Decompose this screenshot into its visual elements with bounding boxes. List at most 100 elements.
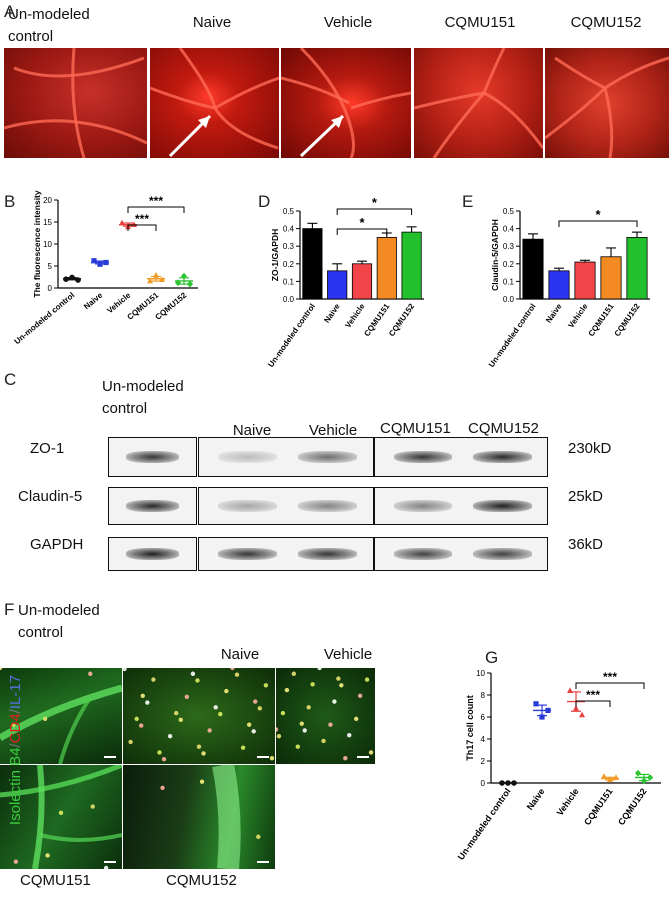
x-tick-label: Un-modeled control xyxy=(13,291,77,346)
blot-band xyxy=(473,548,532,560)
significance-label: *** xyxy=(149,194,163,208)
retina-image-a-1 xyxy=(150,48,279,158)
blot-row-label-2: GAPDH xyxy=(30,536,84,553)
panel-label-f: F xyxy=(4,600,15,619)
data-point xyxy=(505,780,511,786)
significance-label: *** xyxy=(586,688,600,702)
data-point xyxy=(647,774,653,781)
blot-band xyxy=(218,451,278,463)
blot-strip xyxy=(198,537,374,571)
y-tick-label: 0 xyxy=(481,779,486,788)
panel-label-c: C xyxy=(4,370,17,389)
bar xyxy=(626,237,648,300)
y-tick-label: 0.5 xyxy=(503,207,515,216)
blot-column-title-3: CQMU151 xyxy=(380,420,451,437)
data-point xyxy=(499,780,505,786)
blot-band xyxy=(393,548,453,560)
data-point xyxy=(75,277,81,283)
blot-kd-label-2: 36kD xyxy=(568,536,604,553)
data-point xyxy=(573,705,579,711)
data-point xyxy=(153,272,159,278)
bar xyxy=(574,261,596,300)
x-tick-label: Un-modeled control xyxy=(487,302,538,369)
panel-label-g: G xyxy=(485,648,499,667)
x-tick-label: Naive xyxy=(525,786,547,811)
data-point xyxy=(119,219,125,226)
retina-image-a-4 xyxy=(545,48,669,158)
bar xyxy=(522,238,544,300)
y-axis-label: Th17 cell count xyxy=(465,695,475,761)
data-point xyxy=(131,221,137,228)
blot-band xyxy=(393,500,453,512)
significance-bracket xyxy=(575,682,645,689)
fluor-top-title-0: Un-modeled control xyxy=(18,602,100,641)
significance-bracket xyxy=(336,228,388,235)
data-point xyxy=(187,280,193,288)
significance-bracket xyxy=(127,224,157,231)
blot-band xyxy=(298,451,358,463)
blot-band xyxy=(126,500,179,512)
vessel-overlay xyxy=(150,48,279,158)
fluor-bottom-title-0: CQMU151 xyxy=(20,872,91,889)
x-tick-label: Un-modeled control xyxy=(456,786,513,861)
blot-band xyxy=(298,548,358,560)
fluor-top-title-2: Vehicle xyxy=(323,646,373,663)
fluorescence-image-1 xyxy=(123,668,275,764)
data-point xyxy=(539,714,545,720)
significance-bracket xyxy=(336,208,413,215)
vessel-overlay xyxy=(4,48,147,158)
fluorescence-image-2 xyxy=(276,668,375,764)
vessel-overlay xyxy=(281,48,411,158)
significance-label: *** xyxy=(603,670,617,684)
blot-band xyxy=(298,500,358,512)
x-tick-label: Naive xyxy=(82,290,105,311)
blot-band xyxy=(218,548,278,560)
y-tick-label: 0.1 xyxy=(283,277,295,286)
column-title-a-0: Un-modeled control xyxy=(8,6,90,45)
data-point xyxy=(103,259,109,266)
x-tick-label: CQMU152 xyxy=(616,786,649,827)
chart-g: 0 2 4 6 8 10 Th17 cell count Un-modeled control… xyxy=(456,669,661,862)
y-tick-label: 0.0 xyxy=(503,295,515,304)
scale-bar xyxy=(357,756,369,758)
y-tick-label: 10 xyxy=(43,240,52,249)
scale-bar xyxy=(257,861,269,863)
stain-il17: IL-17 xyxy=(7,674,24,710)
significance-label: *** xyxy=(135,212,149,226)
bar xyxy=(401,231,422,300)
blot-strip xyxy=(374,537,548,571)
stain-separator: / xyxy=(7,743,24,748)
data-point xyxy=(545,707,551,713)
significance-bracket xyxy=(558,220,638,227)
data-point xyxy=(579,711,585,718)
vessel-overlay xyxy=(545,56,669,158)
blot-column-title-0: Un-modeled control xyxy=(102,378,184,417)
column-title-a-4: CQMU152 xyxy=(570,14,642,31)
column-title-a-2: Vehicle xyxy=(323,14,373,31)
blot-strip xyxy=(108,437,197,477)
x-tick-label: Vehicle xyxy=(555,786,581,817)
data-point xyxy=(635,769,641,777)
y-tick-label: 20 xyxy=(43,196,52,205)
panel-label-d: D xyxy=(258,192,271,211)
blot-band xyxy=(126,548,179,560)
vessel-overlay xyxy=(414,48,543,158)
data-point xyxy=(69,274,75,281)
stain-cd4: CD4 xyxy=(7,713,24,744)
data-point xyxy=(613,774,619,780)
blot-row-label-0: ZO-1 xyxy=(30,440,65,457)
y-tick-label: 0.3 xyxy=(283,242,295,251)
chart-d: 0.0 0.1 0.2 0.3 0.4 0.5 ZO-1/GAPDH Un-modeled c… xyxy=(266,195,424,369)
x-tick-label: Un-modeled control xyxy=(266,302,317,369)
blot-strip xyxy=(374,437,548,477)
x-tick-label: CQMU152 xyxy=(154,290,189,322)
scale-bar xyxy=(104,861,116,863)
data-point xyxy=(91,258,97,264)
fluor-bottom-title-1: CQMU152 xyxy=(166,872,237,889)
y-tick-label: 0.4 xyxy=(283,225,295,234)
y-tick-label: 0 xyxy=(48,284,53,293)
blot-row-label-1: Claudin-5 xyxy=(18,488,83,505)
data-point xyxy=(159,276,165,283)
data-point xyxy=(181,272,187,280)
